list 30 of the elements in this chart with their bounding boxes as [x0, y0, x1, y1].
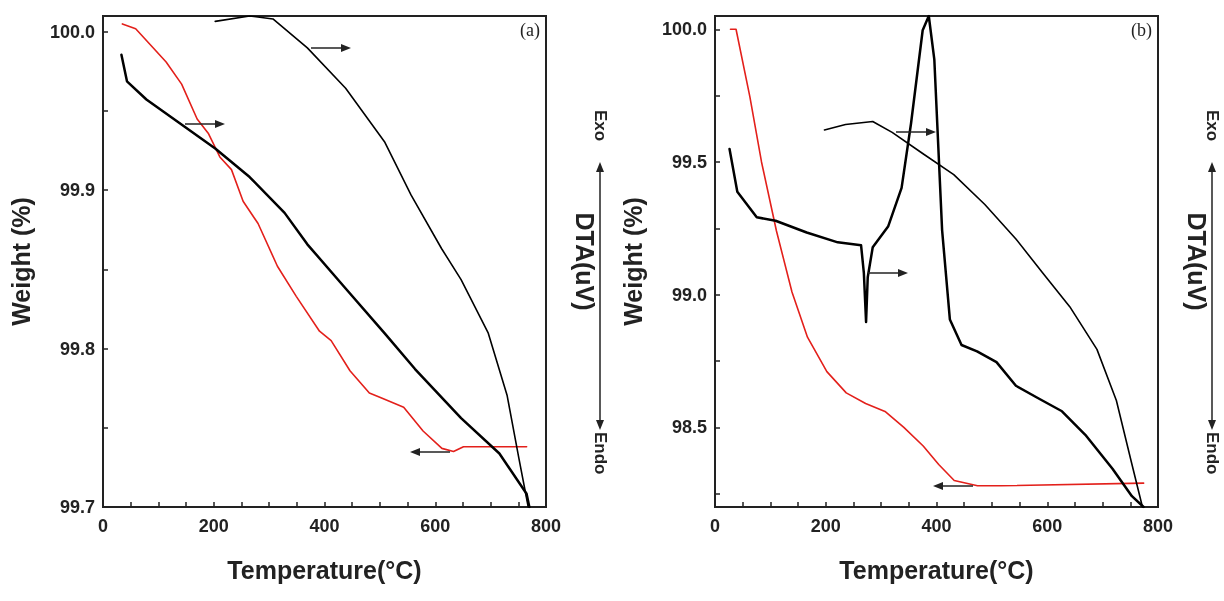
x-tick-label: 600 [420, 516, 451, 536]
y-tick-label: 100.0 [49, 21, 95, 42]
x-axis-title: Temperature(°C) [839, 555, 1034, 584]
x-tick-label: 0 [709, 516, 721, 536]
y-axis-title: Weight (%) [6, 197, 35, 326]
y-tick-label: 100.0 [661, 19, 707, 40]
x-tick-label: 200 [198, 516, 229, 536]
y-tick-label: 99.0 [671, 284, 707, 305]
y-tick-label: 99.7 [59, 497, 95, 517]
text: Exo [590, 110, 610, 142]
x-tick-label: 200 [810, 516, 841, 536]
y-axis-title: DTA(uV) [1182, 212, 1211, 311]
annotation: (b) [1131, 20, 1152, 41]
x-tick-label: 0 [97, 516, 109, 536]
y-axis-title: Weight (%) [618, 197, 647, 326]
x-tick-label: 400 [921, 516, 952, 536]
text: Endo [1202, 432, 1222, 475]
x-tick-label: 800 [1142, 516, 1174, 536]
text: Exo [1202, 110, 1222, 142]
y-tick-label: 98.5 [671, 417, 707, 438]
y-tick-label: 99.5 [671, 151, 707, 172]
text: Endo [590, 432, 610, 475]
y-tick-label: 99.8 [59, 338, 95, 359]
x-tick-label: 600 [1032, 516, 1063, 536]
x-tick-label: 400 [309, 516, 340, 536]
annotation: (a) [520, 20, 540, 41]
y-tick-label: 99.9 [59, 180, 95, 201]
y-axis-title: DTA(uV) [570, 212, 599, 311]
x-tick-label: 800 [530, 516, 562, 536]
x-axis-title: Temperature(°C) [227, 555, 422, 584]
